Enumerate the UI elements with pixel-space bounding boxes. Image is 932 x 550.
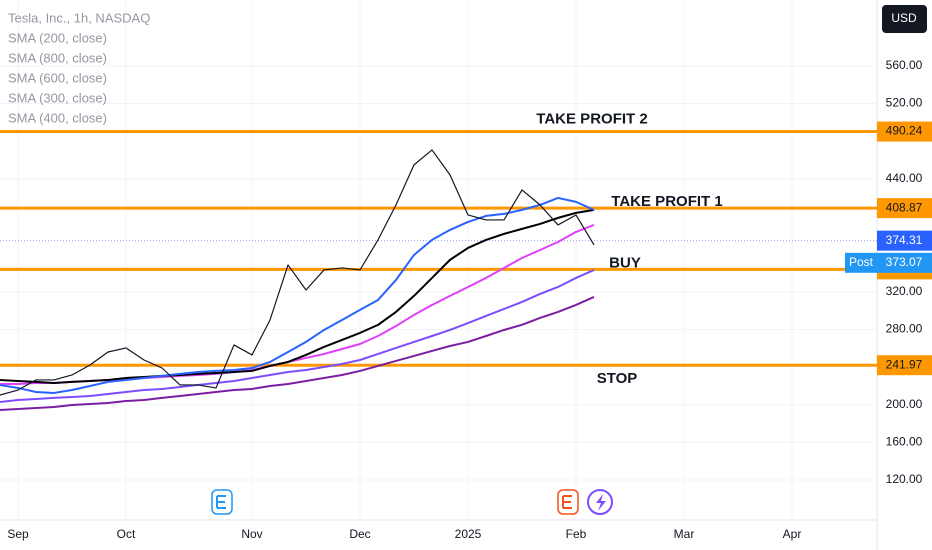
sma-line — [0, 269, 595, 403]
price-line — [0, 149, 595, 396]
price-badge-label: 374.31 — [886, 233, 923, 247]
legend-entry: SMA (600, close) — [8, 70, 107, 85]
x-tick-label: Sep — [7, 527, 29, 541]
price-badge-label: 241.97 — [886, 357, 923, 371]
level-annotation: STOP — [597, 370, 638, 387]
price-badge — [877, 198, 932, 219]
x-tick-label: 2025 — [455, 527, 482, 541]
y-tick-label: 560.00 — [886, 58, 923, 72]
legend-entry: Tesla, Inc., 1h, NASDAQ — [8, 10, 150, 25]
y-tick-label: 440.00 — [886, 171, 923, 185]
price-badge — [877, 121, 932, 142]
price-badge-label: 490.24 — [886, 124, 923, 138]
legend-entry: SMA (200, close) — [8, 30, 107, 45]
grid — [0, 0, 877, 520]
price-badge-label: 373.07 — [886, 255, 923, 269]
y-tick-label: 200.00 — [886, 397, 923, 411]
level-annotation: TAKE PROFIT 1 — [611, 193, 722, 210]
lines — [0, 149, 595, 411]
sma-line — [0, 208, 595, 384]
earnings-icon[interactable] — [557, 489, 579, 515]
levels: TAKE PROFIT 2 TAKE PROFIT 1 BUY STOP — [0, 111, 877, 387]
legend-entry: SMA (400, close) — [8, 110, 107, 125]
x-tick-label: Nov — [241, 527, 262, 541]
legend-entry: SMA (300, close) — [8, 90, 107, 105]
events-icon[interactable] — [587, 489, 613, 515]
x-tick-label: Oct — [117, 527, 136, 541]
x-tick-label: Dec — [349, 527, 370, 541]
legend-entry: SMA (800, close) — [8, 50, 107, 65]
currency-label: USD — [891, 11, 917, 25]
y-tick-label: 120.00 — [886, 472, 923, 486]
x-tick-label: Apr — [783, 527, 802, 541]
sma-line — [0, 196, 595, 394]
level-annotation: TAKE PROFIT 2 — [536, 111, 647, 128]
price-badge — [877, 230, 932, 251]
earnings-icon-glyph — [216, 495, 226, 509]
sma-line — [0, 296, 595, 411]
level-annotation: BUY — [609, 254, 641, 271]
price-badge — [877, 252, 932, 273]
earnings-icon[interactable] — [211, 489, 233, 515]
y-tick-label: 160.00 — [886, 435, 923, 449]
y-tick-label: 520.00 — [886, 96, 923, 110]
events-icon-bolt — [596, 494, 606, 511]
earnings-icon-glyph — [562, 495, 572, 509]
y-tick-label: 280.00 — [886, 322, 923, 336]
price-badge — [877, 355, 932, 376]
post-label: Post — [849, 255, 874, 269]
x-tick-label: Mar — [674, 527, 695, 541]
post-badge — [845, 252, 877, 273]
currency-button[interactable] — [882, 5, 927, 33]
x-tick-label: Feb — [566, 527, 587, 541]
price-badge-label: 408.87 — [886, 200, 923, 214]
y-tick-label: 320.00 — [886, 284, 923, 298]
axes: 560.00 520.00 440.00 320.00 280.00 200.00 160.… — [7, 58, 932, 541]
